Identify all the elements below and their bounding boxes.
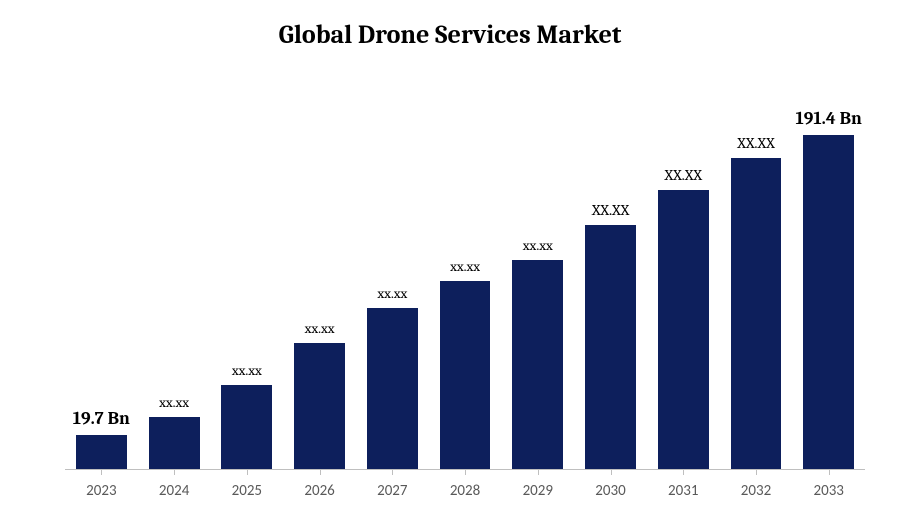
x-axis-label: 2032 bbox=[720, 482, 793, 500]
bar-group: XX.XX bbox=[574, 85, 647, 469]
bar-group: xx.xx bbox=[429, 85, 502, 469]
bar-value-label: xx.xx bbox=[523, 237, 553, 254]
bar bbox=[440, 281, 491, 470]
x-axis-label: 2027 bbox=[356, 482, 429, 500]
x-axis: 2023202420252026202720282029203020312032… bbox=[65, 482, 865, 500]
bar-value-label: xx.xx bbox=[232, 362, 262, 379]
bar bbox=[149, 417, 200, 469]
axis-tick bbox=[829, 469, 830, 475]
x-axis-label: 2025 bbox=[210, 482, 283, 500]
axis-tick bbox=[756, 469, 757, 475]
bar-group: 19.7 Bn bbox=[65, 85, 138, 469]
chart-title: Global Drone Services Market bbox=[0, 0, 900, 50]
axis-tick bbox=[101, 469, 102, 475]
chart-plot-area: 19.7 Bn xx.xx xx.xx xx.xx xx.xx xx.xx xx.xx XX.… bbox=[65, 85, 865, 470]
bar bbox=[76, 435, 127, 469]
bars-container: 19.7 Bn xx.xx xx.xx xx.xx xx.xx xx.xx xx.xx XX.… bbox=[65, 85, 865, 470]
x-axis-label: 2023 bbox=[65, 482, 138, 500]
bar-group: xx.xx bbox=[138, 85, 211, 469]
x-axis-label: 2024 bbox=[138, 482, 211, 500]
bar-group: xx.xx bbox=[356, 85, 429, 469]
axis-tick bbox=[320, 469, 321, 475]
bar-value-label: xx.xx bbox=[377, 285, 407, 302]
bar bbox=[731, 158, 782, 469]
bar-value-label: 19.7 Bn bbox=[73, 408, 130, 429]
x-axis-label: 2026 bbox=[283, 482, 356, 500]
bar-group: XX.XX bbox=[647, 85, 720, 469]
bar-value-label: 191.4 Bn bbox=[795, 108, 861, 129]
bar-value-label: xx.xx bbox=[450, 258, 480, 275]
bar-value-label: xx.xx bbox=[159, 394, 189, 411]
bar bbox=[367, 308, 418, 469]
x-axis-label: 2033 bbox=[792, 482, 865, 500]
bar-value-label: xx.xx bbox=[305, 320, 335, 337]
bar bbox=[658, 190, 709, 469]
axis-tick bbox=[392, 469, 393, 475]
x-axis-label: 2031 bbox=[647, 482, 720, 500]
axis-tick bbox=[611, 469, 612, 475]
bar bbox=[294, 343, 345, 469]
bar-value-label: XX.XX bbox=[737, 134, 774, 152]
bar bbox=[221, 385, 272, 469]
bar-group: xx.xx bbox=[501, 85, 574, 469]
bar-group: 191.4 Bn bbox=[792, 85, 865, 469]
axis-tick bbox=[465, 469, 466, 475]
bar bbox=[803, 135, 854, 469]
x-axis-label: 2029 bbox=[501, 482, 574, 500]
bar-value-label: XX.XX bbox=[592, 201, 629, 219]
axis-tick bbox=[538, 469, 539, 475]
bar bbox=[585, 225, 636, 469]
x-axis-label: 2028 bbox=[429, 482, 502, 500]
axis-tick bbox=[174, 469, 175, 475]
bar-group: xx.xx bbox=[283, 85, 356, 469]
bar bbox=[512, 260, 563, 469]
axis-tick bbox=[247, 469, 248, 475]
bar-group: XX.XX bbox=[720, 85, 793, 469]
x-axis-label: 2030 bbox=[574, 482, 647, 500]
bar-group: xx.xx bbox=[210, 85, 283, 469]
bar-value-label: XX.XX bbox=[665, 166, 702, 184]
axis-tick bbox=[683, 469, 684, 475]
